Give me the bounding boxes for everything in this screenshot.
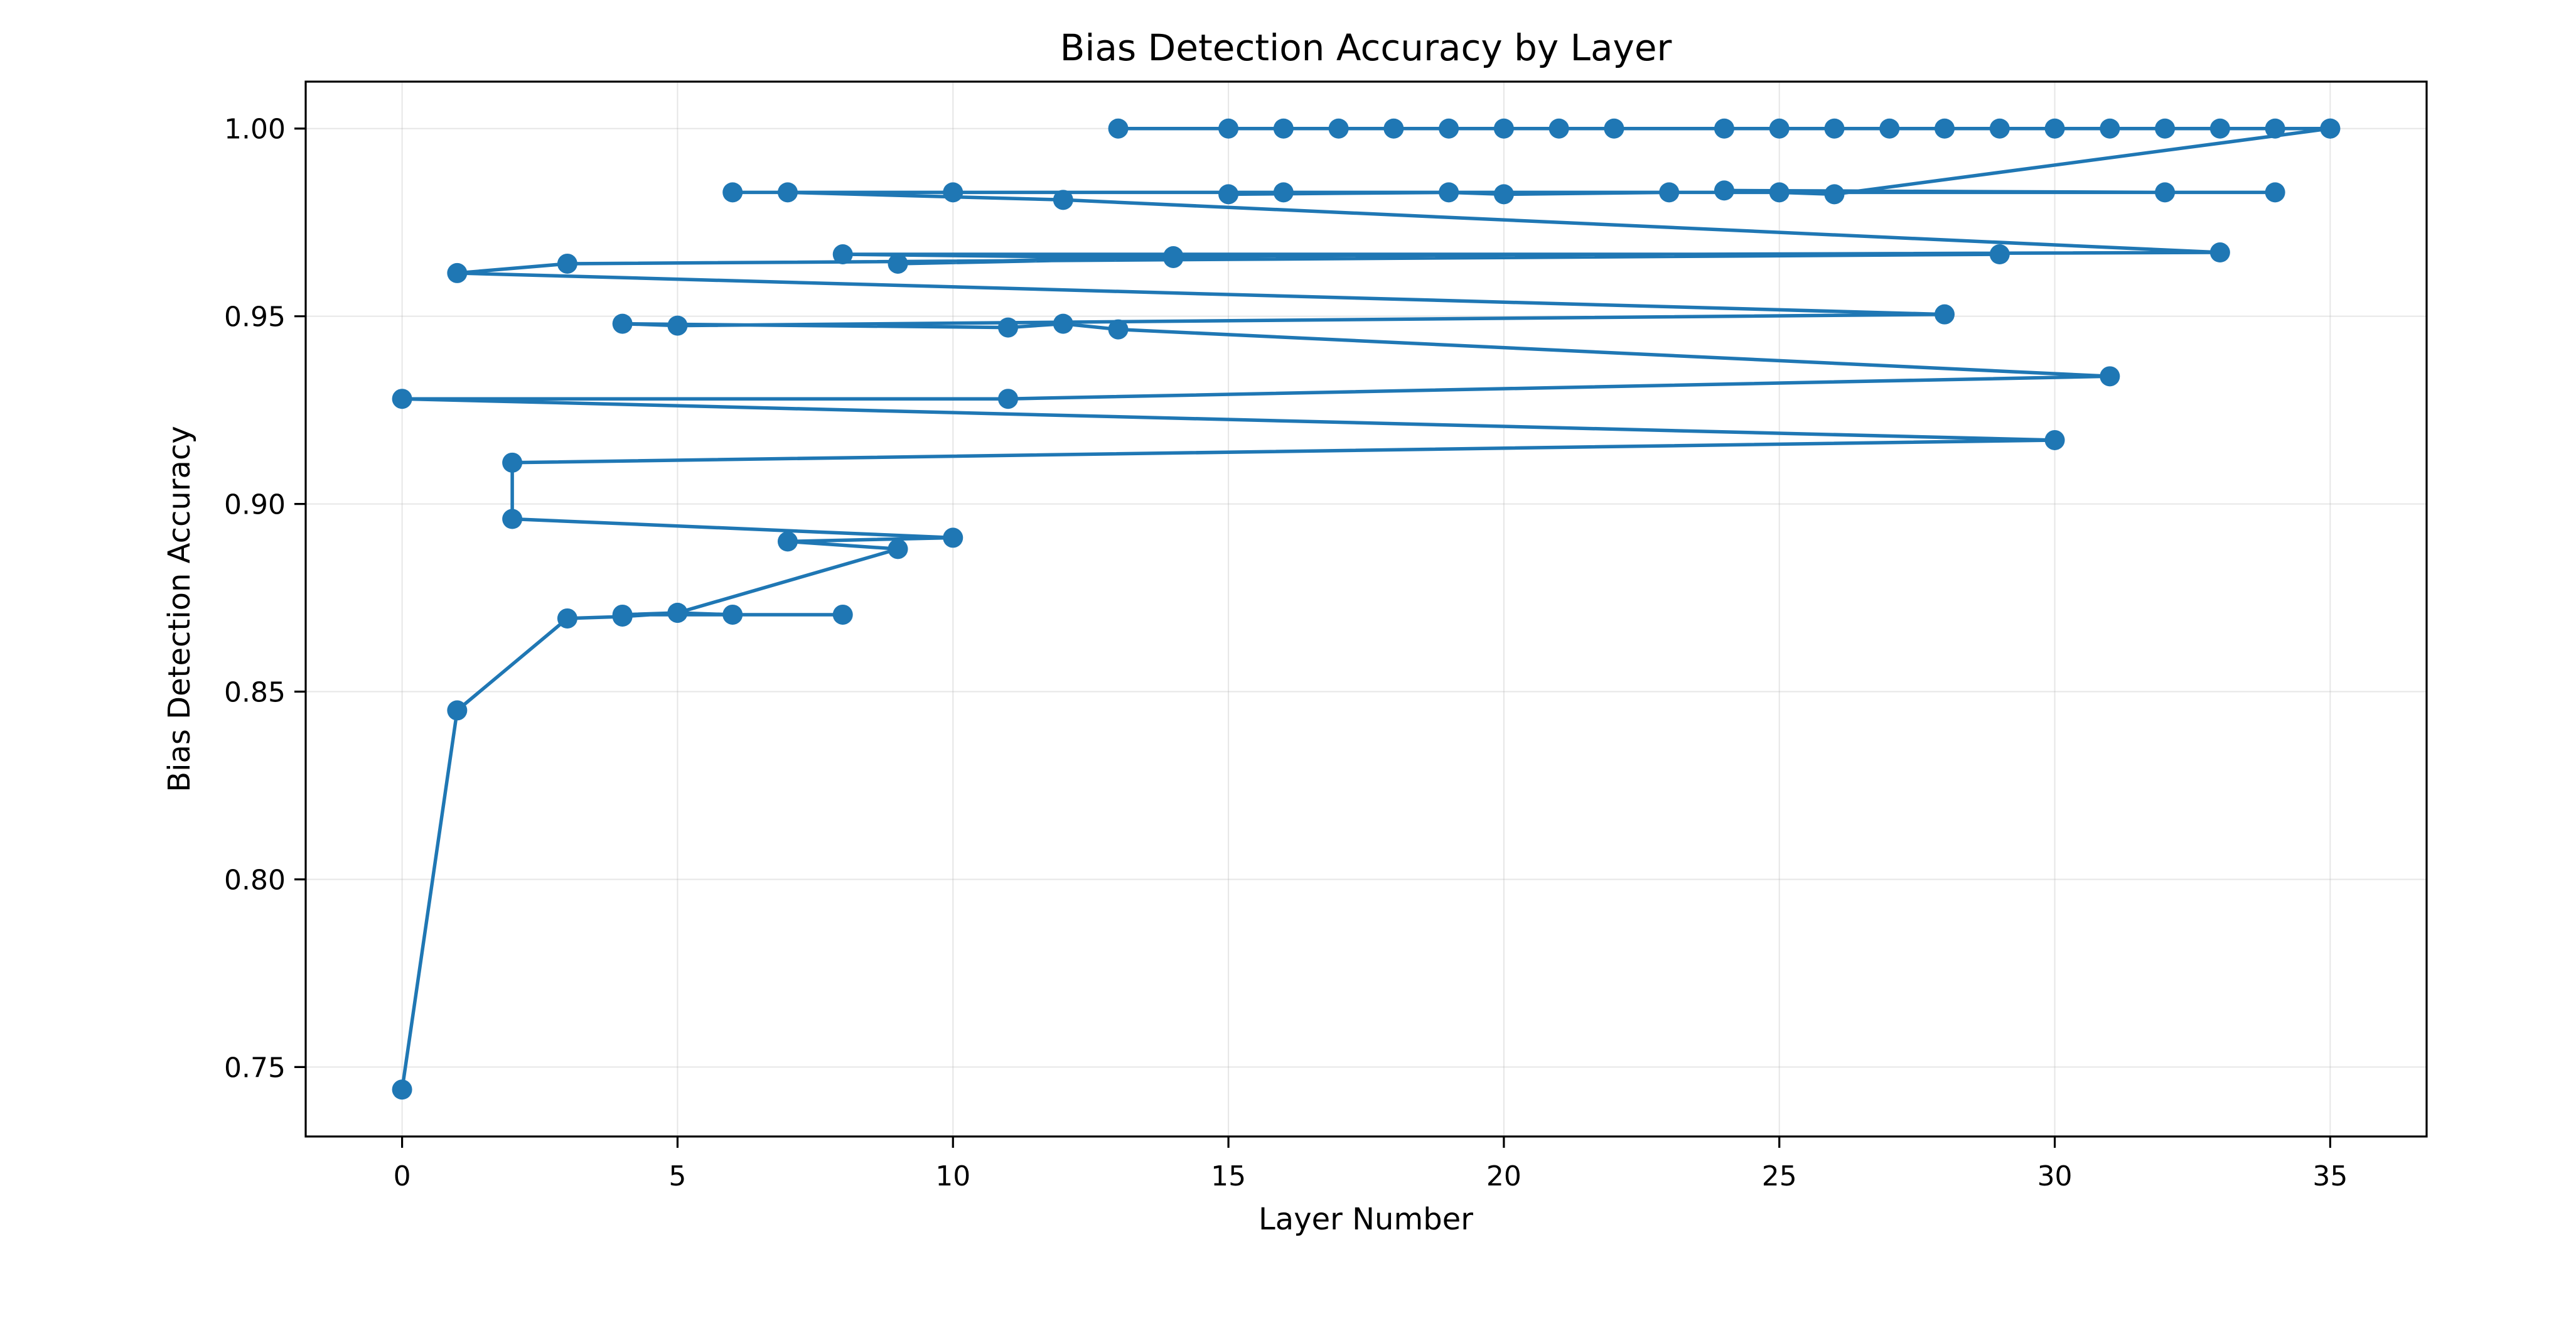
data-point-39 [1439,182,1459,203]
data-point-57 [1769,118,1790,139]
data-point-53 [1493,118,1514,139]
x-axis-label: Layer Number [1258,1202,1473,1237]
data-point-43 [1714,180,1734,201]
data-point-20 [998,317,1019,338]
y-axis-label: Bias Detection Accuracy [162,426,197,792]
data-point-7 [612,604,633,625]
data-point-60 [1935,118,1955,139]
y-tick-label-1: 0.80 [224,864,286,896]
data-point-67 [2320,118,2341,139]
plot-frame [304,80,2428,1138]
data-point-24 [447,262,468,283]
data-point-22 [667,315,688,336]
x-tick-label-6: 30 [2037,1160,2073,1192]
data-point-47 [1108,118,1129,139]
data-point-38 [1218,184,1239,205]
data-point-65 [2209,118,2230,139]
data-point-13 [502,452,523,473]
data-point-49 [1273,118,1294,139]
data-point-1 [447,700,468,721]
data-point-8 [667,602,688,623]
data-point-51 [1383,118,1404,139]
data-point-42 [2155,182,2176,203]
data-point-19 [1053,313,1073,334]
series-line-0 [400,126,2332,1092]
data-point-37 [1273,182,1294,203]
y-tick-label-2: 0.85 [224,677,286,709]
data-point-45 [1824,184,1845,205]
data-point-29 [888,253,908,274]
data-point-11 [943,527,963,548]
data-point-59 [1879,118,1900,139]
data-point-61 [1989,118,2010,139]
x-tick-label-2: 10 [935,1160,970,1192]
x-tick-label-3: 15 [1211,1160,1246,1192]
data-point-36 [2265,182,2285,203]
y-tick-label-0: 0.75 [224,1052,286,1084]
data-point-16 [998,389,1019,409]
data-point-6 [832,604,853,625]
data-point-31 [2209,242,2230,263]
data-point-30 [1163,246,1184,267]
x-tick-label-4: 20 [1486,1160,1521,1192]
data-point-50 [1328,118,1349,139]
data-point-66 [2265,118,2285,139]
data-point-64 [2155,118,2176,139]
data-point-5 [722,604,743,625]
data-point-55 [1604,118,1624,139]
data-point-40 [1493,184,1514,205]
data-point-2 [557,608,577,629]
x-tick-label-5: 25 [1762,1160,1797,1192]
data-point-0 [392,1079,412,1100]
data-point-41 [1659,182,1680,203]
series-group [392,118,2341,1100]
x-tick-label-1: 5 [668,1160,686,1192]
data-point-25 [557,253,577,274]
y-tick-label-5: 1.00 [224,114,286,146]
data-point-9 [888,539,908,559]
chart-title: Bias Detection Accuracy by Layer [1060,26,1672,69]
data-point-54 [1548,118,1569,139]
data-point-10 [777,531,798,552]
data-point-18 [1108,319,1129,340]
data-point-58 [1824,118,1845,139]
data-point-56 [1714,118,1734,139]
data-point-23 [1935,304,1955,325]
y-tick-label-4: 0.95 [224,301,286,333]
data-point-52 [1439,118,1459,139]
x-tick-label-0: 0 [394,1160,411,1192]
data-point-32 [1053,190,1073,210]
data-point-12 [502,509,523,529]
data-point-26 [1989,244,2010,265]
ticks: 0 5 10 15 20 25 30 35 0.75 0.80 0.85 0.90 0.95 1.00 [224,114,2348,1192]
data-point-14 [2044,429,2065,450]
data-point-35 [722,182,743,203]
data-point-44 [1769,182,1790,203]
data-point-17 [2100,366,2120,387]
data-point-21 [612,313,633,334]
data-point-15 [392,389,412,409]
data-point-33 [777,182,798,203]
data-point-27 [832,244,853,265]
y-tick-label-3: 0.90 [224,489,286,521]
data-point-63 [2100,118,2120,139]
data-point-48 [1218,118,1239,139]
data-point-62 [2044,118,2065,139]
data-point-34 [943,182,963,203]
x-tick-label-7: 35 [2312,1160,2348,1192]
